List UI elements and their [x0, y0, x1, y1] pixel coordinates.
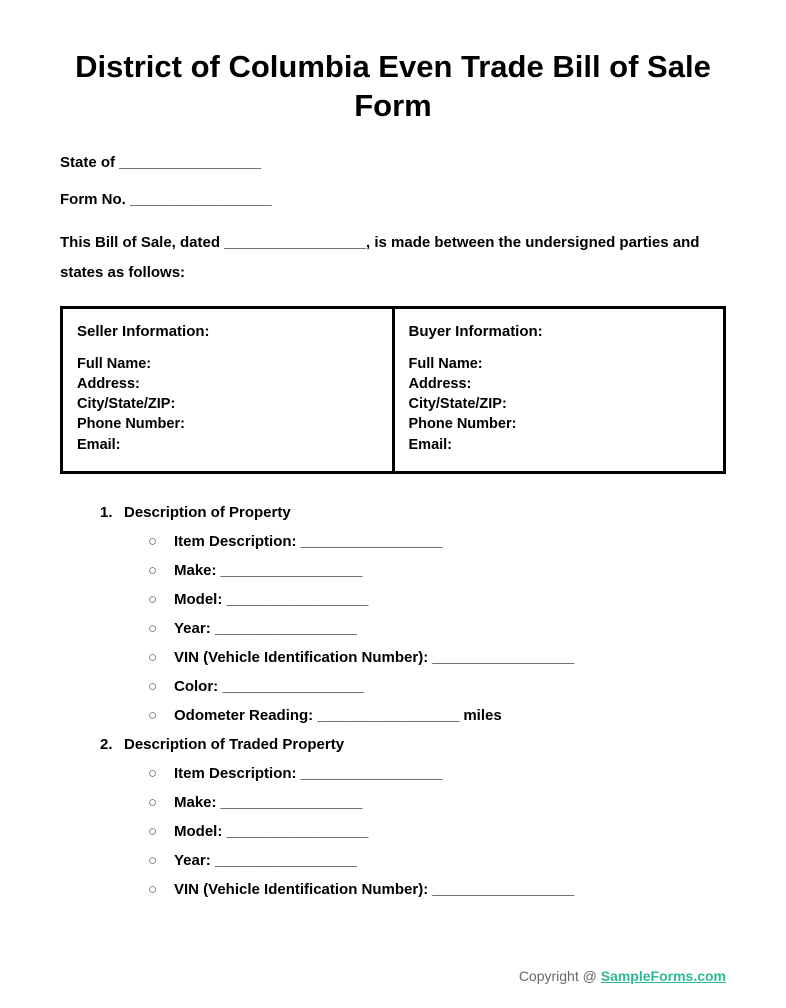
bullet-icon: ○ [148, 678, 174, 695]
list-item: ○Item Description: _________________ [148, 533, 726, 550]
bullet-icon: ○ [148, 533, 174, 550]
bullet-icon: ○ [148, 649, 174, 666]
bullet-icon: ○ [148, 765, 174, 782]
list-item: ○Odometer Reading: _________________ mil… [148, 707, 726, 724]
item-text: Color: _________________ [174, 678, 364, 695]
state-line: State of _________________ [60, 154, 726, 171]
item-text: Make: _________________ [174, 562, 363, 579]
list-item: ○VIN (Vehicle Identification Number): __… [148, 649, 726, 666]
section-title: Description of Property [124, 504, 291, 521]
bullet-icon: ○ [148, 620, 174, 637]
bullet-icon: ○ [148, 707, 174, 724]
footer-link[interactable]: SampleForms.com [601, 968, 726, 984]
section-2: 2. Description of Traded Property ○Item … [100, 736, 726, 898]
buyer-fields: Full Name: Address: City/State/ZIP: Phon… [409, 354, 710, 455]
form-no-line: Form No. _________________ [60, 191, 726, 208]
section-1-items: ○Item Description: _________________ ○Ma… [100, 533, 726, 724]
list-item: ○Year: _________________ [148, 620, 726, 637]
list-item: ○Year: _________________ [148, 852, 726, 869]
parties-table: Seller Information: Full Name: Address: … [60, 306, 726, 474]
section-heading: 2. Description of Traded Property [100, 736, 726, 753]
footer: Copyright @ SampleForms.com [519, 968, 726, 984]
intro-text: This Bill of Sale, dated _______________… [60, 228, 726, 288]
list-item: ○Make: _________________ [148, 794, 726, 811]
item-text: VIN (Vehicle Identification Number): ___… [174, 881, 574, 898]
buyer-field: City/State/ZIP: [409, 394, 710, 414]
bullet-icon: ○ [148, 852, 174, 869]
seller-fields: Full Name: Address: City/State/ZIP: Phon… [77, 354, 378, 455]
item-text: Year: _________________ [174, 852, 357, 869]
bullet-icon: ○ [148, 823, 174, 840]
sections: 1. Description of Property ○Item Descrip… [60, 504, 726, 898]
section-title: Description of Traded Property [124, 736, 344, 753]
seller-heading: Seller Information: [77, 323, 378, 340]
buyer-field: Full Name: [409, 354, 710, 374]
section-2-items: ○Item Description: _________________ ○Ma… [100, 765, 726, 898]
buyer-field: Address: [409, 374, 710, 394]
seller-field: Full Name: [77, 354, 378, 374]
item-text: Model: _________________ [174, 823, 368, 840]
list-item: ○Make: _________________ [148, 562, 726, 579]
buyer-heading: Buyer Information: [409, 323, 710, 340]
item-text: Make: _________________ [174, 794, 363, 811]
item-text: Year: _________________ [174, 620, 357, 637]
buyer-field: Phone Number: [409, 414, 710, 434]
section-number: 1. [100, 504, 124, 521]
section-1: 1. Description of Property ○Item Descrip… [100, 504, 726, 724]
seller-field: Address: [77, 374, 378, 394]
item-text: Model: _________________ [174, 591, 368, 608]
list-item: ○Color: _________________ [148, 678, 726, 695]
buyer-cell: Buyer Information: Full Name: Address: C… [393, 307, 725, 472]
bullet-icon: ○ [148, 794, 174, 811]
copyright-text: Copyright @ [519, 968, 601, 984]
list-item: ○VIN (Vehicle Identification Number): __… [148, 881, 726, 898]
seller-cell: Seller Information: Full Name: Address: … [62, 307, 394, 472]
page-title: District of Columbia Even Trade Bill of … [60, 48, 726, 126]
item-text: Odometer Reading: _________________ mile… [174, 707, 502, 724]
buyer-field: Email: [409, 435, 710, 455]
bullet-icon: ○ [148, 562, 174, 579]
seller-field: Email: [77, 435, 378, 455]
bullet-icon: ○ [148, 591, 174, 608]
bullet-icon: ○ [148, 881, 174, 898]
list-item: ○Item Description: _________________ [148, 765, 726, 782]
list-item: ○Model: _________________ [148, 823, 726, 840]
list-item: ○Model: _________________ [148, 591, 726, 608]
seller-field: Phone Number: [77, 414, 378, 434]
item-text: Item Description: _________________ [174, 533, 443, 550]
seller-field: City/State/ZIP: [77, 394, 378, 414]
section-number: 2. [100, 736, 124, 753]
section-heading: 1. Description of Property [100, 504, 726, 521]
item-text: VIN (Vehicle Identification Number): ___… [174, 649, 574, 666]
item-text: Item Description: _________________ [174, 765, 443, 782]
